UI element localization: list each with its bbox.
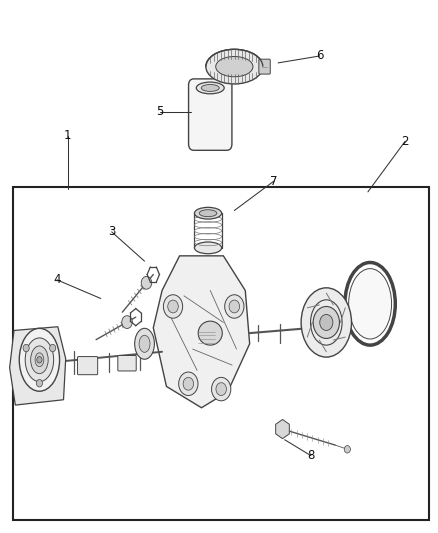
FancyBboxPatch shape	[78, 357, 98, 375]
Circle shape	[212, 377, 231, 401]
FancyBboxPatch shape	[118, 356, 136, 371]
Text: 7: 7	[270, 175, 278, 188]
Circle shape	[163, 295, 183, 318]
Polygon shape	[153, 256, 250, 408]
Circle shape	[313, 306, 339, 338]
Circle shape	[49, 344, 56, 352]
Ellipse shape	[194, 242, 222, 254]
Ellipse shape	[139, 335, 150, 352]
Circle shape	[37, 357, 42, 363]
Ellipse shape	[35, 353, 44, 367]
Text: 1: 1	[64, 130, 72, 142]
Ellipse shape	[215, 56, 253, 77]
Circle shape	[320, 314, 333, 330]
Ellipse shape	[201, 84, 219, 91]
Text: 3: 3	[108, 225, 115, 238]
FancyBboxPatch shape	[188, 79, 232, 150]
Text: 5: 5	[156, 106, 163, 118]
Ellipse shape	[25, 338, 53, 382]
Polygon shape	[276, 419, 290, 439]
Ellipse shape	[198, 321, 222, 345]
Ellipse shape	[301, 288, 351, 357]
Polygon shape	[10, 327, 66, 405]
Ellipse shape	[206, 50, 263, 84]
Circle shape	[225, 295, 244, 318]
Ellipse shape	[31, 346, 48, 374]
Circle shape	[216, 383, 226, 395]
Text: 6: 6	[316, 50, 324, 62]
Text: 4: 4	[53, 273, 61, 286]
Circle shape	[344, 446, 350, 453]
Ellipse shape	[199, 209, 217, 216]
Ellipse shape	[135, 328, 154, 359]
FancyBboxPatch shape	[259, 59, 270, 74]
Circle shape	[36, 379, 42, 387]
Ellipse shape	[19, 328, 60, 391]
Text: 8: 8	[307, 449, 314, 462]
Circle shape	[168, 300, 178, 313]
Ellipse shape	[349, 269, 392, 339]
Circle shape	[122, 316, 132, 328]
Circle shape	[141, 277, 152, 289]
Ellipse shape	[196, 82, 224, 94]
Circle shape	[179, 372, 198, 395]
Circle shape	[23, 344, 29, 352]
Text: 2: 2	[401, 135, 409, 148]
Circle shape	[229, 300, 240, 313]
Bar	[13, 187, 429, 520]
Circle shape	[183, 377, 194, 390]
Ellipse shape	[194, 207, 222, 219]
